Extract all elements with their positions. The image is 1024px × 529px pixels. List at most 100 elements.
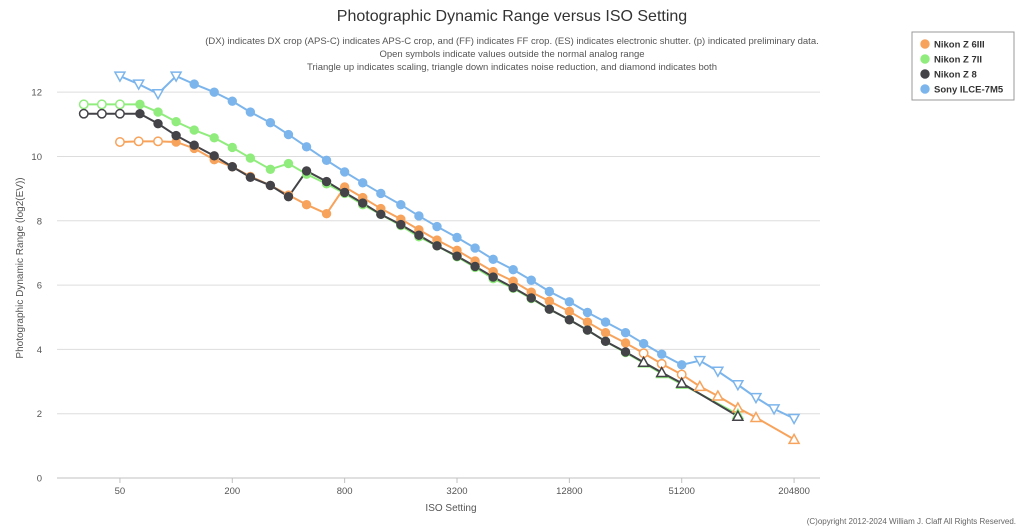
data-point <box>245 107 256 117</box>
data-point-triangle-down <box>711 366 725 378</box>
data-point <box>301 142 312 152</box>
data-point <box>677 360 687 370</box>
x-tick-label: 50 <box>115 486 126 497</box>
x-tick-label: 204800 <box>778 486 810 497</box>
data-point <box>321 155 332 166</box>
data-point <box>544 286 555 297</box>
series-markers <box>78 71 801 445</box>
legend: Nikon Z 6III Nikon Z 7II Nikon Z 8 Sony ILC… <box>911 31 1015 101</box>
data-point-triangle-down <box>749 392 763 405</box>
data-point <box>582 317 593 327</box>
data-point <box>209 151 219 161</box>
data-point <box>189 125 199 135</box>
data-point-triangle-up <box>637 355 650 367</box>
series-marker-group <box>78 108 745 422</box>
data-point <box>283 158 294 169</box>
data-point <box>321 208 332 219</box>
data-point <box>189 140 199 150</box>
data-point <box>376 188 386 199</box>
y-tick-label: 0 <box>37 474 42 485</box>
data-point <box>321 176 332 187</box>
data-point <box>508 282 518 293</box>
data-point <box>470 261 480 272</box>
data-point-triangle-down <box>693 355 707 368</box>
data-point-triangle-up <box>749 411 763 423</box>
x-axis-ticks: 50 200 800 3200 12800 51200 204800 <box>115 478 810 497</box>
y-axis-title: Photographic Dynamic Range (log2(EV)) <box>15 177 26 358</box>
data-point <box>301 166 312 176</box>
data-point <box>209 87 219 97</box>
data-point <box>245 153 256 163</box>
data-point <box>78 108 89 119</box>
data-point-triangle-down <box>132 79 145 91</box>
data-point <box>78 99 89 110</box>
data-point-triangle-down <box>731 380 745 392</box>
data-point <box>452 232 462 243</box>
legend-item: Nikon Z 8 <box>934 70 977 81</box>
data-point <box>245 172 256 183</box>
y-tick-label: 6 <box>37 281 42 292</box>
data-point <box>114 99 125 110</box>
data-point <box>135 99 145 110</box>
chart-title: Photographic Dynamic Range versus ISO Se… <box>337 8 687 25</box>
data-point-triangle-up <box>693 379 707 392</box>
x-axis-title: ISO Setting <box>425 503 476 514</box>
data-point <box>227 142 237 153</box>
data-point <box>488 272 498 282</box>
data-point <box>620 327 631 338</box>
data-point-triangle-up <box>675 376 688 388</box>
data-point <box>657 349 667 359</box>
legend-item: Sony ILCE-7M5 <box>934 85 1004 96</box>
x-tick-label: 3200 <box>446 486 467 497</box>
data-point-triangle-up <box>731 409 745 422</box>
data-point <box>600 336 611 347</box>
data-point-triangle-down <box>767 404 781 416</box>
series-marker-group <box>114 136 801 445</box>
data-point <box>265 118 276 128</box>
chart-subtitle-line-1: (DX) indicates DX crop (APS-C) indicates… <box>205 36 819 47</box>
series-line <box>119 140 795 441</box>
chart-subtitle-line-3: Triangle up indicates scaling, triangle … <box>307 62 717 73</box>
series-marker-group <box>113 71 801 426</box>
legend-item: Nikon Z 7II <box>934 55 982 66</box>
data-point <box>564 315 575 325</box>
data-point <box>620 338 631 348</box>
data-point <box>564 306 575 317</box>
data-point <box>135 108 145 119</box>
data-point <box>452 251 462 261</box>
y-axis-ticks: 0 2 4 6 8 10 12 <box>31 88 42 485</box>
data-point <box>488 254 498 265</box>
data-point <box>376 209 386 220</box>
data-point <box>283 191 294 202</box>
data-point <box>396 219 406 230</box>
x-tick-label: 51200 <box>669 486 695 497</box>
legend-marker <box>920 84 930 94</box>
data-point-triangle-up <box>787 432 801 445</box>
data-point <box>96 99 107 110</box>
data-point <box>209 133 219 143</box>
legend-item: Nikon Z 6III <box>934 40 985 51</box>
x-tick-label: 12800 <box>556 486 582 497</box>
data-point <box>265 164 276 175</box>
data-point <box>414 230 424 240</box>
data-point-triangle-down <box>787 413 801 426</box>
data-point <box>358 178 368 188</box>
data-point <box>114 137 125 147</box>
data-point <box>414 211 424 221</box>
y-tick-label: 2 <box>37 409 42 420</box>
y-tick-label: 4 <box>37 345 42 356</box>
y-tick-label: 8 <box>37 216 42 227</box>
data-point <box>283 129 294 140</box>
data-point <box>171 130 181 141</box>
data-point <box>96 108 107 119</box>
data-point-triangle-down <box>169 71 183 83</box>
data-point <box>470 243 480 253</box>
series-marker-group <box>78 99 745 420</box>
data-point <box>227 162 237 172</box>
data-point <box>153 118 163 129</box>
data-point <box>564 297 575 307</box>
data-point <box>171 117 181 127</box>
data-point <box>153 136 163 147</box>
data-point <box>620 347 631 357</box>
